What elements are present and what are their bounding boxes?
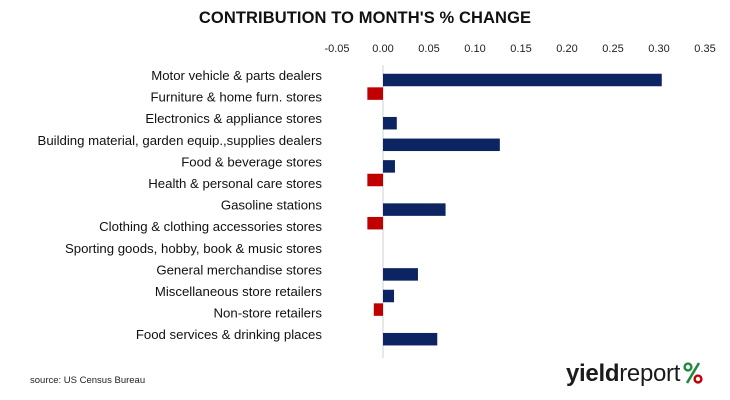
x-tick-label: 0.15 (510, 43, 531, 55)
category-label: Health & personal care stores (148, 176, 322, 191)
bars (367, 73, 662, 346)
category-label: Electronics & appliance stores (145, 111, 322, 126)
x-tick-label: 0.00 (372, 43, 393, 55)
bar (383, 268, 418, 281)
category-label: Building material, garden equip.,supplie… (38, 133, 323, 148)
category-label: Food services & drinking places (136, 327, 323, 342)
bar (373, 303, 383, 316)
category-label: Furniture & home furn. stores (150, 90, 322, 105)
bar (367, 173, 383, 187)
bar (383, 160, 395, 173)
category-labels: Motor vehicle & parts dealers Furniture &… (38, 68, 323, 342)
bar (383, 332, 438, 346)
bar (383, 73, 662, 87)
chart-title: CONTRIBUTION TO MONTH'S % CHANGE (198, 9, 532, 27)
bar (383, 116, 397, 130)
category-label: Gasoline stations (221, 198, 323, 213)
category-label: Motor vehicle & parts dealers (151, 68, 322, 83)
source-note: source: US Census Bureau (30, 375, 146, 386)
brand-logo: yieldreport (566, 360, 703, 388)
bar (383, 138, 500, 152)
bar (367, 87, 383, 100)
x-tick-label: 0.20 (556, 43, 577, 55)
brand-logo-part2: report (619, 360, 681, 387)
x-tick-label: 0.25 (602, 43, 623, 55)
category-label: Miscellaneous store retailers (155, 284, 323, 299)
bar (383, 203, 446, 216)
x-tick-label: 0.35 (694, 43, 715, 55)
bar (367, 216, 383, 230)
bar (383, 289, 395, 303)
category-label: Clothing & clothing accessories stores (99, 219, 322, 234)
x-tick-label: 0.10 (464, 43, 485, 55)
x-tick-label: 0.05 (418, 43, 439, 55)
category-label: Food & beverage stores (181, 154, 322, 169)
x-tick-label: 0.30 (648, 43, 669, 55)
category-label: Sporting goods, hobby, book & music stor… (65, 241, 322, 256)
percent-logo-icon (683, 361, 703, 384)
brand-logo-part1: yield (566, 360, 620, 387)
x-axis: -0.05 0.00 0.05 0.10 0.15 0.20 0.25 0.30 0.35 (324, 43, 715, 55)
category-label: General merchandise stores (156, 262, 322, 277)
x-tick-label: -0.05 (324, 43, 349, 55)
category-label: Non-store retailers (214, 306, 323, 321)
